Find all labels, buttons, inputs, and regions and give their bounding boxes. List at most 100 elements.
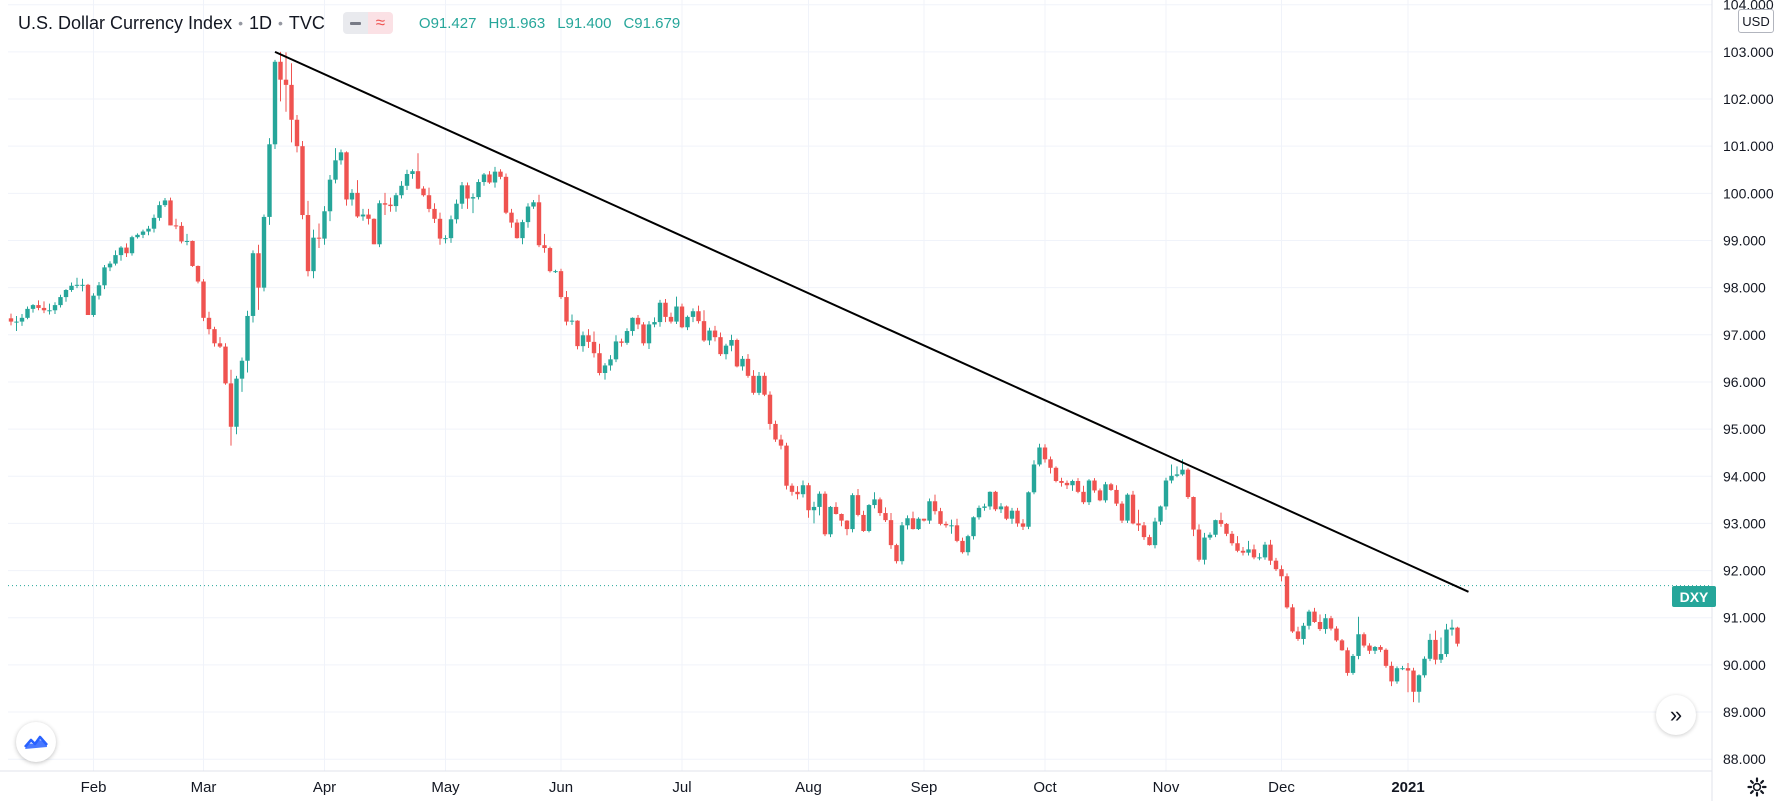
candle-body: [151, 217, 157, 229]
candle: [1119, 501, 1125, 523]
candle: [817, 491, 822, 516]
candle-body: [982, 506, 987, 508]
candle: [1438, 637, 1444, 664]
candle: [1383, 648, 1389, 668]
y-tick-label: 100.000: [1723, 185, 1774, 201]
candle: [465, 182, 470, 209]
candle: [663, 298, 668, 323]
y-tick-label: 95.000: [1723, 421, 1766, 437]
candle-body: [1279, 569, 1284, 577]
candle: [509, 208, 514, 228]
candle: [415, 153, 421, 190]
candle: [63, 289, 69, 302]
candle: [949, 519, 954, 534]
candle-body: [1081, 491, 1086, 503]
candle-body: [1444, 629, 1449, 655]
candle-body: [1372, 646, 1378, 651]
candle-body: [426, 195, 432, 209]
candle: [190, 240, 195, 267]
candle-body: [349, 192, 355, 200]
candle-body: [234, 378, 239, 427]
double-chevron-right-icon[interactable]: »: [1656, 695, 1696, 735]
candle: [289, 63, 294, 143]
candle: [767, 391, 773, 430]
candle: [1125, 493, 1130, 523]
candle: [1169, 464, 1174, 484]
x-tick-label: Aug: [795, 779, 822, 796]
candle: [773, 420, 778, 442]
candle-body: [1070, 480, 1075, 486]
interval-label[interactable]: 1D: [248, 12, 272, 33]
candle: [597, 343, 602, 376]
candle-body: [1235, 543, 1240, 551]
candle: [135, 233, 140, 239]
gear-icon[interactable]: [1746, 776, 1768, 798]
x-tick-label: May: [431, 779, 460, 796]
candle: [498, 169, 503, 180]
candle-body: [1323, 618, 1328, 630]
candle: [624, 328, 630, 345]
candle-body: [652, 322, 657, 325]
candle-body: [1114, 489, 1119, 504]
candle-body: [366, 214, 371, 219]
candle-body: [872, 499, 877, 506]
currency-button[interactable]: USD: [1738, 9, 1774, 33]
candle: [393, 192, 399, 212]
compare-icon[interactable]: ≈: [367, 12, 393, 34]
tradingview-cloud-icon[interactable]: [16, 722, 56, 762]
candle-body: [905, 518, 910, 526]
candle-body: [404, 174, 410, 186]
candle: [1185, 468, 1191, 499]
candle: [1218, 512, 1224, 527]
y-tick-label: 103.000: [1723, 44, 1774, 60]
candle-body: [421, 188, 426, 196]
candle-body: [1389, 665, 1394, 682]
candle: [234, 375, 239, 435]
candle-body: [250, 253, 256, 316]
candle: [322, 206, 327, 245]
candle-body: [1334, 628, 1339, 641]
candle-body: [1229, 533, 1235, 544]
candle-body: [910, 518, 916, 530]
candle: [443, 235, 448, 244]
candle: [355, 180, 360, 218]
candle: [998, 503, 1004, 514]
symbol-name[interactable]: U.S. Dollar Currency Index: [18, 12, 233, 33]
candle-body: [36, 305, 41, 308]
candle-body: [1345, 650, 1350, 673]
candle: [1053, 466, 1059, 483]
candle: [382, 192, 388, 216]
candle-body: [569, 320, 575, 322]
candle-body: [239, 360, 245, 379]
candle-body: [998, 506, 1004, 510]
candle: [910, 511, 916, 530]
candle-body: [454, 203, 459, 220]
candle-body: [1037, 447, 1042, 465]
candle-body: [322, 211, 327, 239]
candle-body: [371, 218, 377, 245]
candle-body: [767, 394, 773, 424]
candle: [635, 315, 641, 330]
candle-body: [47, 310, 52, 312]
candle-body: [613, 341, 619, 360]
candle-body: [1411, 670, 1416, 692]
candle: [1290, 604, 1295, 633]
candle-body: [822, 493, 828, 535]
candle: [1251, 544, 1257, 560]
candle: [25, 306, 30, 320]
candle-body: [1284, 576, 1290, 608]
legend-separator: •: [238, 15, 243, 31]
candle: [410, 169, 415, 179]
x-tick-label: Jul: [672, 779, 691, 796]
candle: [630, 317, 635, 336]
candle: [1191, 496, 1196, 537]
ohlc-low: L91.400: [557, 14, 612, 32]
candle-body: [1042, 447, 1048, 460]
symbol-legend: U.S. Dollar Currency Index • 1D • TVC ≈ …: [18, 10, 692, 36]
hide-icon[interactable]: [342, 12, 368, 34]
candle-body: [1295, 631, 1301, 639]
candle: [118, 246, 124, 261]
candle-body: [663, 302, 668, 317]
